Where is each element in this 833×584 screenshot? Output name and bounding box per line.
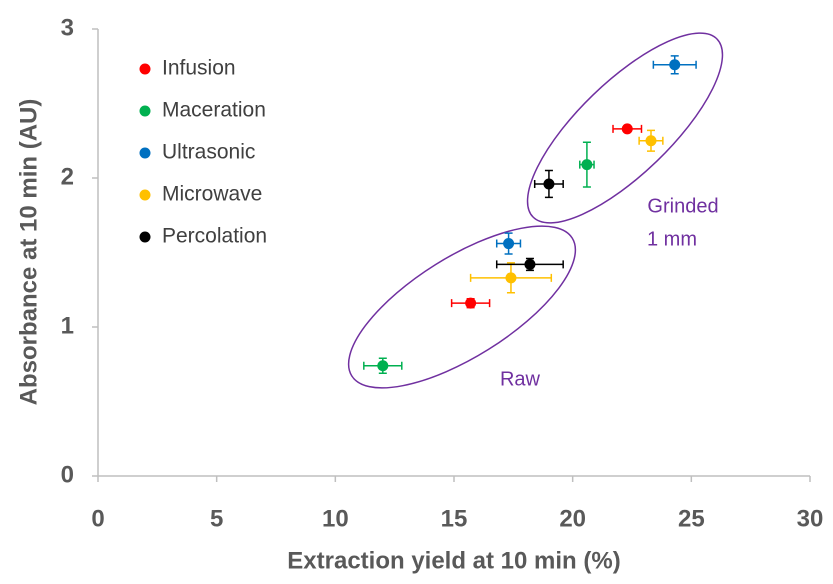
legend-label: Percolation (162, 225, 267, 248)
legend-marker (139, 231, 151, 243)
legend-marker (139, 147, 151, 159)
point (505, 272, 517, 284)
point (543, 178, 555, 190)
y-tick-label: 2 (61, 163, 74, 190)
y-tick-label: 1 (61, 312, 74, 339)
annotation: Grinded (647, 195, 718, 217)
legend-label: Microwave (162, 183, 262, 206)
legend-marker (139, 105, 151, 117)
point (377, 360, 389, 372)
point (524, 258, 536, 270)
x-tick-label: 0 (91, 505, 104, 532)
group-ellipse (347, 225, 577, 389)
annotation: 1 mm (647, 228, 697, 250)
x-tick-label: 25 (678, 505, 705, 532)
point (645, 135, 657, 147)
x-tick-label: 5 (210, 505, 223, 532)
legend-label: Ultrasonic (162, 141, 255, 164)
legend-label: Infusion (162, 57, 236, 80)
y-tick-label: 0 (61, 461, 74, 488)
y-tick-label: 3 (61, 14, 74, 41)
x-axis-title: Extraction yield at 10 min (%) (287, 547, 620, 574)
annotation: Raw (500, 368, 541, 390)
point (581, 159, 593, 171)
legend-marker (139, 63, 151, 75)
legend-marker (139, 189, 151, 201)
point (503, 238, 515, 250)
point (669, 59, 681, 71)
y-axis-title: Absorbance at 10 min (AU) (15, 99, 42, 406)
x-tick-label: 30 (797, 505, 824, 532)
point (621, 123, 633, 135)
legend-label: Maceration (162, 99, 266, 122)
point (465, 297, 477, 309)
x-tick-label: 20 (559, 505, 586, 532)
x-tick-label: 15 (441, 505, 468, 532)
group-ellipse (526, 32, 724, 224)
x-tick-label: 10 (322, 505, 349, 532)
